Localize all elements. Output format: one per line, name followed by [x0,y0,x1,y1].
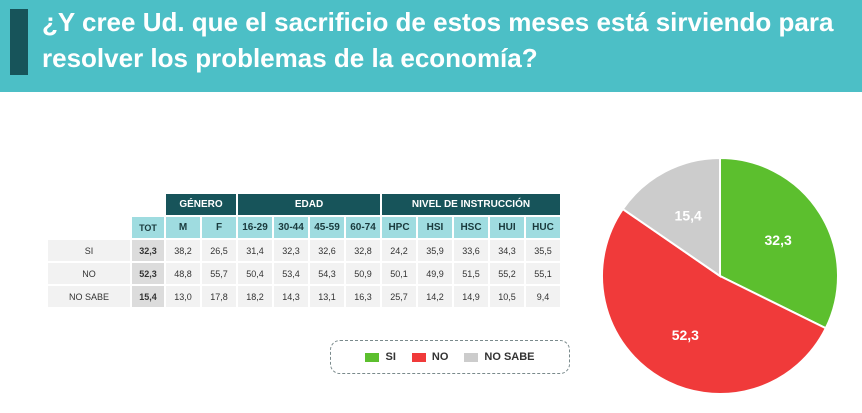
table-cell: 32,8 [346,240,380,261]
group-header-edad: EDAD [238,194,380,215]
table-cell: 16,3 [346,286,380,307]
table-row: SI 32,3 38,2 26,5 31,4 32,3 32,6 32,8 24,2 35,9 33… [48,240,560,261]
legend-label-no-sabe: NO SABE [484,351,535,363]
legend-swatch-no [411,352,426,362]
legend-label-no: NO [431,351,449,363]
table-cell: 32,6 [310,240,344,261]
empty-cell [48,194,130,215]
column-header: M [166,217,200,238]
table-cell: 50,1 [382,263,416,284]
legend-item-si: SI [365,351,396,363]
header-accent-bar [10,9,28,75]
table-cell: 9,4 [526,286,560,307]
row-label: SI [48,240,130,261]
table-cell: 51,5 [454,263,488,284]
legend-item-no: NO [411,351,449,363]
table-cell: 14,3 [274,286,308,307]
group-header-genero: GÉNERO [166,194,236,215]
legend-swatch-si [365,352,380,362]
table-cell: 18,2 [238,286,272,307]
column-header: F [202,217,236,238]
table-cell: 14,2 [418,286,452,307]
table-cell: 38,2 [166,240,200,261]
table-cell: 53,4 [274,263,308,284]
column-header-row: TOT M F 16-29 30-44 45-59 60-74 HPC HSI HSC HUI HU… [48,217,560,238]
table-cell: 33,6 [454,240,488,261]
column-header: HUC [526,217,560,238]
legend-swatch-no-sabe [464,352,479,362]
empty-cell [48,217,130,238]
pie-data-label: 32,3 [765,232,792,248]
column-header: 45-59 [310,217,344,238]
table-cell: 35,5 [526,240,560,261]
legend-item-no-sabe: NO SABE [464,351,535,363]
table-cell: 13,0 [166,286,200,307]
pie-data-label: 52,3 [672,327,699,343]
table-cell: 24,2 [382,240,416,261]
column-header: HUI [490,217,524,238]
table-cell: 55,7 [202,263,236,284]
pie-slice-si [719,156,839,330]
table-cell: 50,9 [346,263,380,284]
table-cell: 55,2 [490,263,524,284]
pie-slice-no-sabe [621,156,721,278]
table-cell: 34,3 [490,240,524,261]
table-cell: 25,7 [382,286,416,307]
column-header: HSI [418,217,452,238]
row-label: NO [48,263,130,284]
column-header: 60-74 [346,217,380,238]
row-total: 52,3 [132,263,164,284]
column-header-tot: TOT [132,217,164,238]
pie-chart: 32,3 52,3 15,4 [601,156,839,395]
table-cell: 17,8 [202,286,236,307]
empty-cell [132,194,164,215]
legend-label-si: SI [385,351,396,363]
table-cell: 31,4 [238,240,272,261]
header: ¿Y cree Ud. que el sacrificio de estos m… [0,0,862,92]
table-cell: 50,4 [238,263,272,284]
table-cell: 48,8 [166,263,200,284]
column-header: 30-44 [274,217,308,238]
row-total: 15,4 [132,286,164,307]
table-cell: 35,9 [418,240,452,261]
table-row: NO SABE 15,4 13,0 17,8 18,2 14,3 13,1 16,3 25,7 1… [48,286,560,307]
column-header: HSC [454,217,488,238]
table-cell: 32,3 [274,240,308,261]
legend: SI NO NO SABE [330,340,570,374]
table-cell: 14,9 [454,286,488,307]
row-total: 32,3 [132,240,164,261]
group-header-nivel: NIVEL DE INSTRUCCIÓN [382,194,560,215]
group-header-row: GÉNERO EDAD NIVEL DE INSTRUCCIÓN [48,194,560,215]
column-header: 16-29 [238,217,272,238]
table-cell: 54,3 [310,263,344,284]
table-row: NO 52,3 48,8 55,7 50,4 53,4 54,3 50,9 50,1 49,9 51… [48,263,560,284]
pie-data-label: 15,4 [675,207,702,223]
page-title: ¿Y cree Ud. que el sacrificio de estos m… [42,7,834,73]
table-cell: 55,1 [526,263,560,284]
pie-slice-no [601,207,828,395]
table-cell: 13,1 [310,286,344,307]
column-header: HPC [382,217,416,238]
table-cell: 26,5 [202,240,236,261]
row-label: NO SABE [48,286,130,307]
table-cell: 10,5 [490,286,524,307]
table-cell: 49,9 [418,263,452,284]
